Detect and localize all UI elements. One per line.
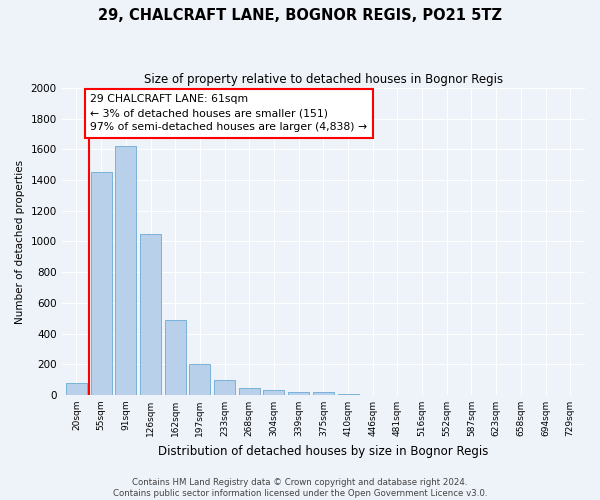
- Bar: [239, 388, 260, 395]
- Bar: [91, 172, 112, 395]
- Bar: [190, 364, 211, 395]
- Title: Size of property relative to detached houses in Bognor Regis: Size of property relative to detached ho…: [144, 72, 503, 86]
- Text: 29 CHALCRAFT LANE: 61sqm
← 3% of detached houses are smaller (151)
97% of semi-d: 29 CHALCRAFT LANE: 61sqm ← 3% of detache…: [90, 94, 367, 132]
- Bar: [115, 146, 136, 395]
- Bar: [214, 380, 235, 395]
- Bar: [288, 392, 309, 395]
- Text: 29, CHALCRAFT LANE, BOGNOR REGIS, PO21 5TZ: 29, CHALCRAFT LANE, BOGNOR REGIS, PO21 5…: [98, 8, 502, 22]
- Bar: [140, 234, 161, 395]
- Bar: [313, 392, 334, 395]
- Bar: [263, 390, 284, 395]
- Text: Contains HM Land Registry data © Crown copyright and database right 2024.
Contai: Contains HM Land Registry data © Crown c…: [113, 478, 487, 498]
- Bar: [165, 320, 186, 395]
- Bar: [338, 394, 359, 395]
- Y-axis label: Number of detached properties: Number of detached properties: [15, 160, 25, 324]
- Bar: [66, 384, 87, 395]
- X-axis label: Distribution of detached houses by size in Bognor Regis: Distribution of detached houses by size …: [158, 444, 488, 458]
